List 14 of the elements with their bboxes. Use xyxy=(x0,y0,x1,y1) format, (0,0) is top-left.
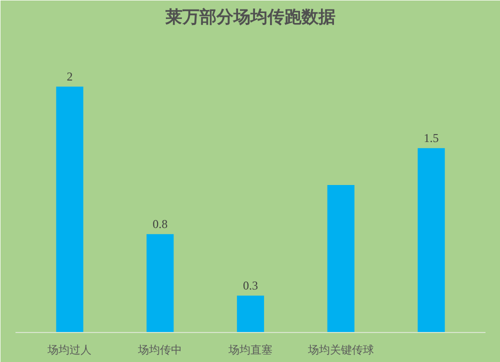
chart-title: 莱万部分场均传跑数据 xyxy=(164,8,336,28)
x-tick-label: 场均直塞 xyxy=(228,344,272,356)
x-tick-label: 场均传中 xyxy=(137,344,182,356)
x-tick-label: 场均关键传球 xyxy=(306,344,374,356)
bar xyxy=(236,296,264,332)
bar xyxy=(327,184,354,332)
data-label: 0.8 xyxy=(152,217,168,232)
data-label: 1.5 xyxy=(424,131,439,146)
bar xyxy=(146,234,174,332)
bar xyxy=(418,148,445,332)
data-label: 2 xyxy=(66,70,73,84)
x-tick-label: 场均过人 xyxy=(46,344,92,356)
bar xyxy=(56,86,84,332)
data-label: 0.3 xyxy=(243,278,258,293)
